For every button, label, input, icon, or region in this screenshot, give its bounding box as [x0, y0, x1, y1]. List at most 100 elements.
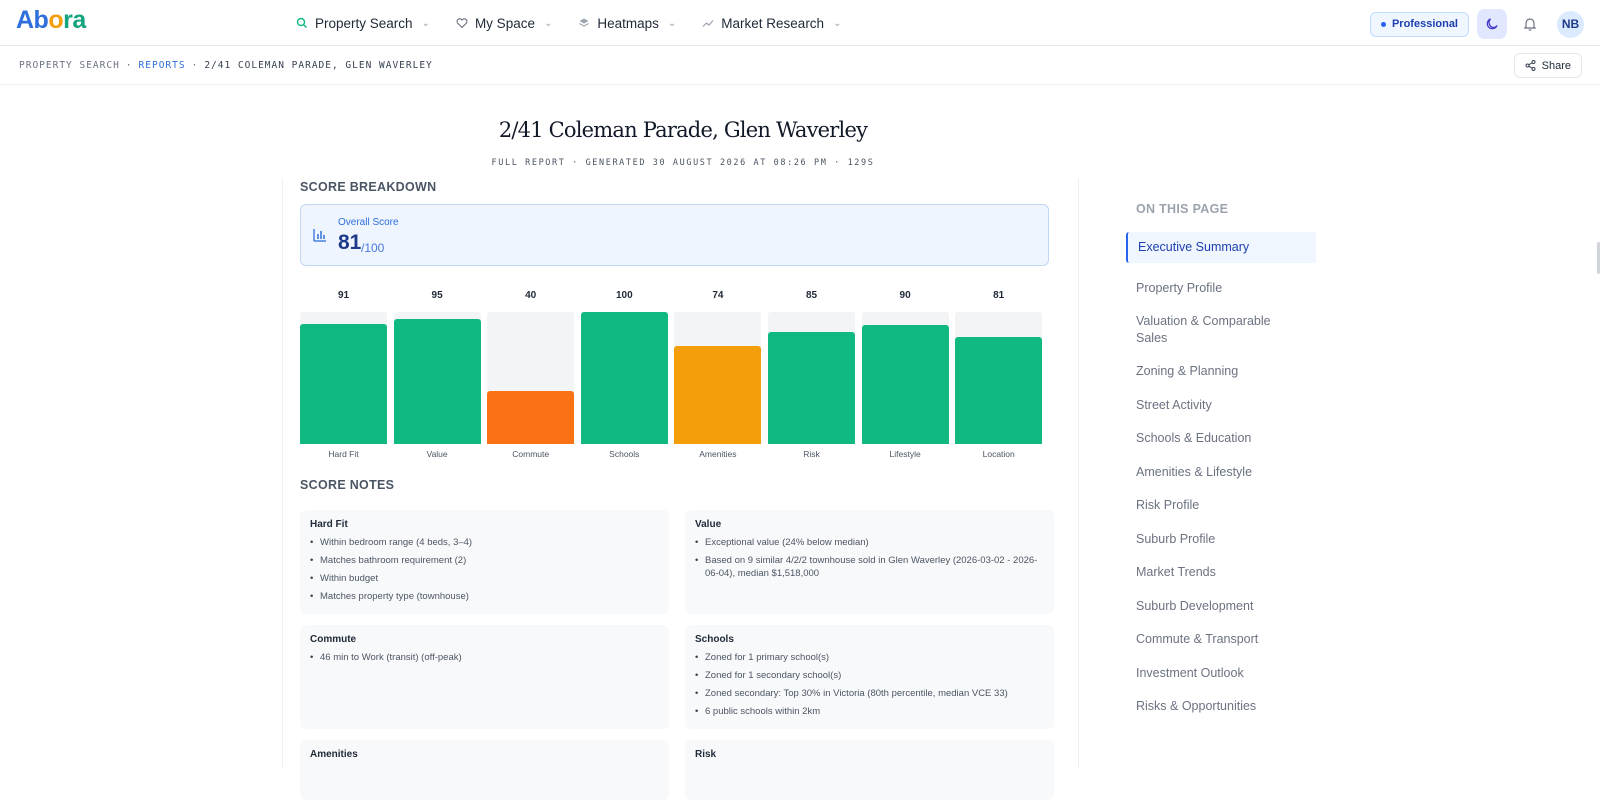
moon-icon	[1486, 18, 1498, 30]
bar	[955, 337, 1043, 444]
bar-value-label: 90	[899, 290, 911, 301]
breadcrumb-reports[interactable]: REPORTS	[138, 60, 186, 71]
bar	[674, 346, 762, 444]
list-item: Matches property type (townhouse)	[310, 590, 659, 603]
toc-item[interactable]: Market Trends	[1136, 565, 1216, 579]
overall-score-label: Overall Score	[338, 217, 399, 228]
nav-my-space[interactable]: My Space ⌄	[456, 16, 552, 31]
share-icon	[1525, 60, 1536, 71]
breadcrumb-current: 2/41 COLEMAN PARADE, GLEN WAVERLEY	[204, 60, 433, 71]
toc-list: Executive Summary Property Profile Valuati…	[1126, 232, 1316, 715]
bar-category-label: Lifestyle	[889, 449, 921, 459]
bar-category-label: Value	[426, 449, 448, 459]
score-notes-heading: SCORE NOTES	[300, 478, 395, 492]
nav-label: My Space	[474, 15, 535, 31]
main-nav: Property Search ⌄ My Space ⌄ Heatmaps ⌄ …	[296, 0, 841, 46]
score-note-title: Risk	[695, 749, 717, 760]
plan-label: Professional	[1391, 18, 1458, 30]
bar-value-label: 91	[337, 290, 350, 301]
nav-heatmaps[interactable]: Heatmaps ⌄	[578, 16, 676, 31]
nav-market-research[interactable]: Market Research ⌄	[702, 16, 841, 31]
trend-icon	[702, 20, 714, 27]
heart-icon	[456, 18, 468, 29]
toc-item[interactable]: Commute & Transport	[1136, 632, 1259, 646]
list-item: Exceptional value (24% below median)	[695, 536, 1044, 549]
list-item: Zoned secondary: Top 30% in Victoria (80…	[695, 687, 1044, 700]
overall-score-max: /100	[361, 241, 385, 255]
score-note-card: Amenities	[300, 740, 669, 800]
bar-track	[674, 312, 762, 444]
top-navigation-bar: Abora Property Search ⌄ My Space ⌄ Heatm…	[0, 0, 1600, 46]
score-note-title: Value	[695, 519, 722, 530]
score-note-card: Risk	[685, 740, 1054, 800]
bar	[768, 331, 855, 444]
nav-label: Market Research	[721, 15, 825, 31]
bar-track	[393, 312, 481, 444]
score-note-list: Exceptional value (24% below median) Base…	[695, 536, 1044, 580]
score-note-list: Within bedroom range (4 beds, 3–4) Matche…	[310, 536, 659, 603]
toc-item[interactable]: Schools & Education	[1136, 431, 1252, 445]
breadcrumb-root[interactable]: PROPERTY SEARCH	[19, 60, 120, 71]
list-item: 46 min to Work (transit) (off-peak)	[310, 651, 659, 664]
page-title: 2/41 Coleman Parade, Glen Waverley	[498, 118, 868, 142]
nav-property-search[interactable]: Property Search ⌄	[296, 16, 430, 31]
bar	[861, 325, 949, 444]
scrollbar-thumb[interactable]	[1597, 242, 1600, 274]
score-note-title: Hard Fit	[310, 519, 348, 530]
toc-item[interactable]: Risks & Opportunities	[1136, 699, 1257, 713]
toc-item[interactable]: Risk Profile	[1136, 498, 1200, 512]
list-item: Matches bathroom requirement (2)	[310, 554, 659, 567]
toc-item[interactable]: Valuation & Comparable Sales	[1136, 314, 1271, 345]
toc-item[interactable]: Suburb Development	[1136, 598, 1254, 613]
overall-score-panel: Overall Score 81 /100	[300, 204, 1049, 266]
list-item: Within budget	[310, 572, 659, 585]
bar-category-label: Amenities	[699, 449, 737, 459]
bar	[580, 312, 668, 444]
chevron-down-icon: ⌄	[667, 17, 677, 29]
score-note-card: Commute 46 min to Work (transit) (off-pea…	[300, 625, 669, 729]
overall-score-value: 81	[338, 231, 362, 254]
toc-item[interactable]: Amenities & Lifestyle	[1136, 464, 1253, 479]
bell-icon	[1523, 18, 1537, 31]
toc-heading: ON THIS PAGE	[1136, 202, 1229, 216]
dot-icon	[1380, 21, 1386, 27]
list-item: 6 public schools within 2km	[695, 705, 1044, 718]
toc-item[interactable]: Executive Summary	[1126, 232, 1316, 263]
list-item: Based on 9 similar 4/2/2 townhouse sold …	[695, 554, 1044, 580]
breadcrumb-separator: ·	[125, 60, 133, 71]
breadcrumb: PROPERTY SEARCH · REPORTS · 2/41 COLEMAN…	[19, 60, 433, 71]
breadcrumb-separator: ·	[191, 60, 199, 71]
bar-value-label: 85	[805, 290, 818, 301]
bar-track	[487, 312, 575, 444]
notifications-button[interactable]	[1515, 9, 1545, 39]
list-item: Zoned for 1 secondary school(s)	[695, 669, 1044, 682]
share-button[interactable]: Share	[1513, 53, 1582, 78]
score-note-title: Commute	[310, 634, 357, 645]
bar-category-label: Location	[982, 449, 1015, 459]
bar-track	[300, 312, 387, 444]
theme-toggle-button[interactable]	[1477, 9, 1507, 39]
bar-track	[861, 312, 949, 444]
toc-item[interactable]: Investment Outlook	[1136, 665, 1244, 680]
toc-item[interactable]: Street Activity	[1136, 397, 1212, 412]
bar-category-label: Hard Fit	[328, 449, 359, 459]
bar-category-label: Commute	[512, 449, 550, 459]
bar	[300, 323, 387, 444]
nav-label: Property Search	[315, 15, 413, 31]
bar-track	[955, 312, 1043, 444]
app-logo[interactable]: Abora	[16, 6, 86, 34]
score-breakdown-heading: SCORE BREAKDOWN	[300, 180, 437, 194]
nav-label: Heatmaps	[597, 15, 659, 31]
breadcrumb-bar: PROPERTY SEARCH · REPORTS · 2/41 COLEMAN…	[0, 46, 1600, 85]
toc-item[interactable]: Zoning & Planning	[1136, 364, 1239, 378]
chevron-down-icon: ⌄	[833, 17, 842, 29]
toc-item[interactable]: Suburb Profile	[1136, 531, 1216, 546]
share-label: Share	[1541, 59, 1571, 72]
avatar[interactable]: NB	[1557, 10, 1584, 38]
bar-track	[580, 312, 668, 444]
bar-value-label: 74	[712, 290, 724, 301]
plan-badge[interactable]: Professional	[1369, 11, 1469, 37]
score-note-title: Schools	[695, 634, 734, 645]
bar-track	[768, 312, 855, 444]
toc-item[interactable]: Property Profile	[1136, 280, 1223, 295]
